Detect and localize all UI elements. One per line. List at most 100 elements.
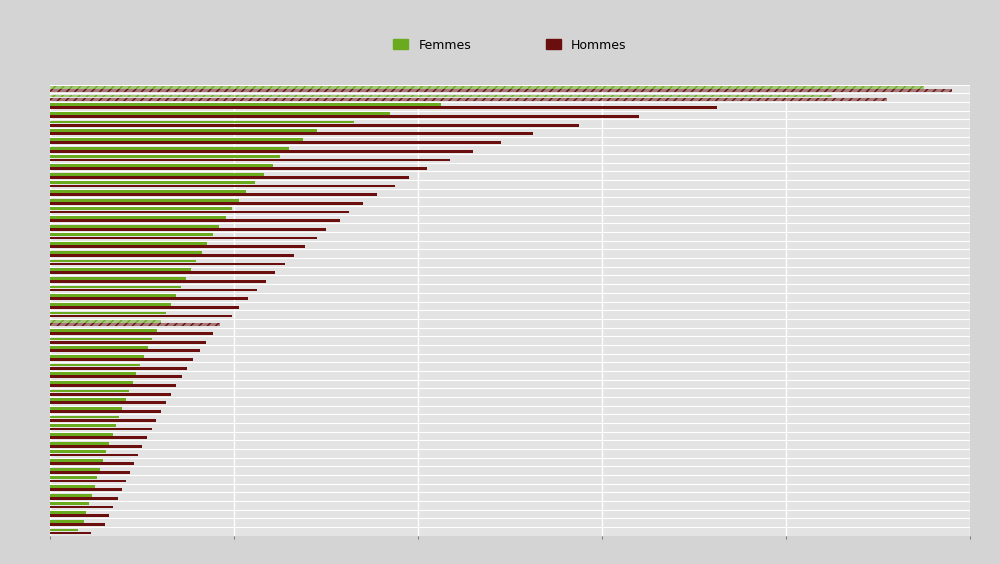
Bar: [50, 390, 129, 393]
Bar: [50, 289, 257, 292]
Bar: [50, 320, 161, 323]
Bar: [50, 424, 116, 427]
Bar: [50, 233, 213, 236]
Bar: [50, 494, 92, 496]
Bar: [50, 488, 122, 491]
Bar: [50, 95, 832, 98]
Bar: [50, 367, 187, 369]
Bar: [50, 514, 109, 517]
Bar: [50, 453, 138, 456]
Bar: [50, 523, 105, 526]
Bar: [50, 393, 171, 395]
Bar: [50, 479, 126, 482]
Bar: [50, 503, 89, 505]
Bar: [50, 398, 126, 401]
Bar: [50, 271, 275, 274]
Bar: [50, 358, 193, 361]
Bar: [50, 129, 317, 132]
Bar: [50, 208, 232, 210]
Bar: [50, 95, 832, 98]
Bar: [50, 303, 171, 306]
Bar: [50, 416, 119, 418]
Bar: [50, 528, 78, 531]
Bar: [50, 199, 239, 201]
Bar: [50, 445, 142, 448]
Bar: [50, 376, 182, 378]
Bar: [50, 138, 303, 141]
Bar: [50, 402, 166, 404]
Bar: [50, 459, 103, 462]
Bar: [50, 89, 952, 92]
Bar: [50, 311, 166, 314]
Bar: [50, 372, 136, 375]
Bar: [50, 242, 207, 245]
Bar: [50, 511, 86, 514]
Bar: [50, 294, 176, 297]
Bar: [50, 485, 95, 488]
Bar: [50, 323, 220, 326]
Bar: [50, 115, 639, 118]
Bar: [50, 532, 91, 535]
Bar: [50, 277, 186, 280]
Bar: [50, 332, 213, 335]
Bar: [50, 176, 409, 179]
Bar: [50, 156, 280, 158]
Bar: [50, 133, 533, 135]
Bar: [50, 98, 887, 100]
Bar: [50, 442, 109, 444]
Bar: [50, 219, 340, 222]
Bar: [50, 237, 317, 239]
Bar: [50, 381, 133, 384]
Bar: [50, 338, 152, 341]
Bar: [50, 86, 924, 89]
Bar: [50, 107, 717, 109]
Bar: [50, 497, 118, 500]
Bar: [50, 167, 427, 170]
Bar: [50, 121, 354, 124]
Bar: [50, 410, 161, 413]
Bar: [50, 202, 363, 205]
Bar: [50, 268, 191, 271]
Bar: [50, 346, 148, 349]
Bar: [50, 193, 377, 196]
Bar: [50, 124, 579, 126]
Bar: [50, 182, 255, 184]
Bar: [50, 184, 395, 187]
Bar: [50, 158, 450, 161]
Bar: [50, 112, 390, 115]
Bar: [50, 341, 206, 343]
Bar: [50, 98, 887, 100]
Bar: [50, 103, 441, 106]
Bar: [50, 451, 106, 453]
Bar: [50, 329, 157, 332]
Bar: [50, 355, 144, 358]
Bar: [50, 384, 176, 387]
Bar: [50, 259, 196, 262]
Bar: [50, 350, 200, 352]
Bar: [50, 89, 952, 92]
Bar: [50, 323, 220, 326]
Bar: [50, 147, 289, 149]
Bar: [50, 141, 501, 144]
Bar: [50, 245, 305, 248]
Bar: [50, 315, 232, 318]
Bar: [50, 225, 219, 228]
Bar: [50, 419, 156, 422]
Bar: [50, 471, 130, 474]
Bar: [50, 428, 152, 430]
Bar: [50, 306, 239, 309]
Bar: [50, 407, 122, 410]
Bar: [50, 190, 246, 193]
Bar: [50, 436, 147, 439]
Bar: [50, 173, 264, 175]
Bar: [50, 86, 924, 89]
Bar: [50, 210, 349, 213]
Bar: [50, 216, 226, 219]
Legend: Femmes, Hommes: Femmes, Hommes: [393, 38, 627, 52]
Bar: [50, 477, 97, 479]
Bar: [50, 433, 113, 436]
Bar: [50, 251, 202, 254]
Bar: [50, 263, 285, 266]
Bar: [50, 280, 266, 283]
Bar: [50, 228, 326, 231]
